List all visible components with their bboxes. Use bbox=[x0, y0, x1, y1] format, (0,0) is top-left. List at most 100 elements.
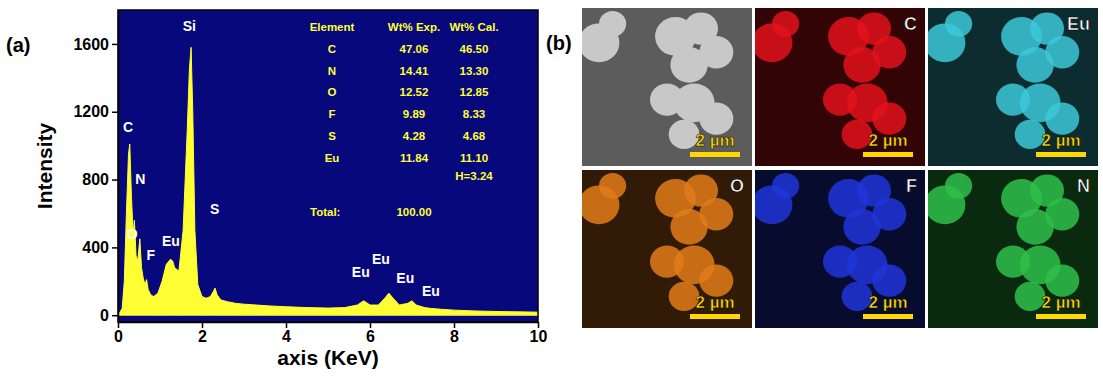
plot-frame bbox=[118, 10, 538, 322]
x-axis-title: axis (KeV) bbox=[277, 346, 379, 369]
table-cell: 9.89 bbox=[403, 108, 425, 120]
x-tick: 8 bbox=[450, 322, 459, 345]
table-cell: 13.30 bbox=[460, 65, 489, 77]
panel-label: (b) bbox=[546, 32, 572, 54]
map-background bbox=[582, 170, 752, 328]
scale-bar bbox=[1036, 314, 1086, 319]
table-cell: Eu bbox=[325, 152, 340, 164]
panel-image bbox=[755, 8, 925, 166]
panel-image bbox=[582, 170, 752, 328]
peak-label: Si bbox=[183, 18, 196, 34]
peak-label: Eu bbox=[396, 270, 414, 286]
x-tick-mark bbox=[454, 322, 456, 328]
y-tick-mark bbox=[112, 247, 118, 249]
y-tick-label: 1200 bbox=[73, 103, 109, 120]
y-tick-label: 800 bbox=[82, 171, 109, 188]
element-map: O2 µm bbox=[579, 170, 752, 328]
particle bbox=[699, 264, 733, 296]
panel-image bbox=[928, 8, 1098, 166]
particle bbox=[1045, 264, 1079, 296]
table-cell: Total: bbox=[310, 206, 340, 218]
particle bbox=[670, 209, 707, 245]
y-tick: 800 bbox=[82, 171, 118, 188]
table-cell: 4.68 bbox=[463, 130, 486, 142]
x-tick: 10 bbox=[530, 322, 548, 345]
panel-label: (a) bbox=[6, 34, 30, 56]
scale-bar-label: 2 µm bbox=[868, 131, 907, 150]
scale-bar-label: 2 µm bbox=[695, 131, 734, 150]
particle bbox=[599, 173, 626, 199]
y-axis: 0 400 800 1200 1600 bbox=[73, 11, 118, 324]
map-background bbox=[755, 8, 925, 166]
x-tick-mark bbox=[538, 322, 540, 328]
y-tick: 1600 bbox=[73, 36, 118, 53]
element-map: N 2 µm bbox=[925, 170, 1098, 328]
table-cell: Element bbox=[310, 21, 355, 33]
panel-image bbox=[755, 170, 925, 328]
map-tint bbox=[928, 8, 1098, 166]
scale-bar bbox=[690, 314, 740, 319]
particle bbox=[599, 11, 626, 37]
scale-bar bbox=[1036, 152, 1086, 157]
peak-label: O bbox=[127, 226, 138, 242]
inset-table: ElementWt% Exp.Wt% Cal.C47.0646.50N14.41… bbox=[310, 21, 499, 218]
element-label: C bbox=[904, 14, 917, 34]
peak-label: Eu bbox=[422, 283, 440, 299]
y-tick-label: 0 bbox=[100, 307, 109, 324]
y-tick: 400 bbox=[82, 239, 118, 256]
element-map: F2 µm bbox=[752, 170, 925, 328]
peak-label: Eu bbox=[162, 233, 180, 249]
scale-bar bbox=[863, 314, 913, 319]
x-tick-label: 10 bbox=[530, 328, 548, 345]
plot-background bbox=[118, 10, 538, 322]
particle bbox=[843, 209, 880, 245]
table-cell: 14.41 bbox=[400, 65, 429, 77]
table-cell: O bbox=[328, 86, 337, 98]
element-label: N bbox=[1077, 176, 1090, 196]
map-background bbox=[928, 8, 1098, 166]
x-tick: 6 bbox=[366, 322, 375, 345]
particle bbox=[945, 11, 972, 37]
peak-label: Eu bbox=[372, 251, 390, 267]
table-cell: N bbox=[328, 65, 336, 77]
table-cell: Wt% Exp. bbox=[388, 21, 440, 33]
x-tick: 4 bbox=[282, 322, 291, 345]
peak-label: Eu bbox=[352, 264, 370, 280]
particle bbox=[1045, 102, 1079, 134]
x-tick-mark bbox=[370, 322, 372, 328]
x-tick-mark bbox=[118, 322, 120, 328]
plot-marks bbox=[118, 47, 538, 315]
element-label: F bbox=[906, 176, 917, 196]
scale-bar bbox=[863, 152, 913, 157]
table-cell: S bbox=[328, 130, 336, 142]
scale-bar-label: 2 µm bbox=[1041, 293, 1080, 312]
peak-label: C bbox=[123, 119, 133, 135]
sem-background bbox=[582, 8, 752, 166]
table-cell: F bbox=[328, 108, 335, 120]
table-cell: C bbox=[328, 43, 336, 55]
peak-label: F bbox=[146, 247, 155, 263]
particle bbox=[1016, 47, 1053, 83]
y-tick: 1200 bbox=[73, 103, 118, 120]
y-tick-mark bbox=[112, 111, 118, 113]
map-tint bbox=[928, 170, 1098, 328]
x-tick-mark bbox=[286, 322, 288, 328]
y-tick: 0 bbox=[100, 307, 118, 324]
table-cell: 11.10 bbox=[460, 152, 488, 164]
y-tick-mark bbox=[112, 179, 118, 181]
x-axis: 0246810 bbox=[114, 322, 547, 345]
particle bbox=[945, 173, 972, 199]
table-cell: 12.85 bbox=[460, 86, 489, 98]
table-cell: H=3.24 bbox=[455, 170, 493, 182]
particle bbox=[772, 173, 799, 199]
table-cell: 4.28 bbox=[403, 130, 426, 142]
scale-bar-label: 2 µm bbox=[1041, 131, 1080, 150]
x-tick: 2 bbox=[198, 322, 207, 345]
spectrum-area bbox=[118, 47, 538, 315]
x-tick-label: 6 bbox=[366, 328, 375, 345]
table-cell: 12.52 bbox=[400, 86, 429, 98]
table-cell: 100.00 bbox=[396, 206, 431, 218]
y-tick-label: 1600 bbox=[73, 36, 109, 53]
map-tint bbox=[755, 8, 925, 166]
panel-image bbox=[582, 8, 752, 166]
